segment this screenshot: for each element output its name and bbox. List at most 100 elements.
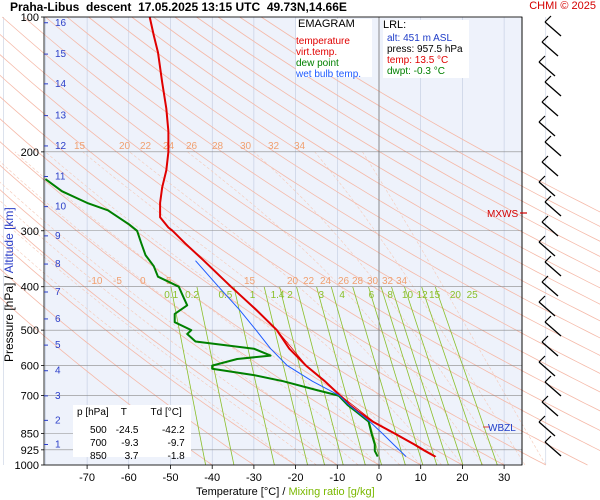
mixing-label-green: 1 xyxy=(250,290,256,301)
moist-adiabat xyxy=(129,151,463,466)
mixing-label-green: 0.1 xyxy=(164,290,178,301)
wind-barb xyxy=(544,435,552,443)
sounding-mode: descent xyxy=(86,0,132,14)
dry-adiabat xyxy=(0,33,600,431)
legend-title: EMAGRAM xyxy=(298,18,355,30)
station-name: Praha-Libus xyxy=(10,0,80,14)
mixing-label-green: 15 xyxy=(429,290,441,301)
y-tick-label: 100 xyxy=(21,12,39,24)
table-header-t: T xyxy=(120,407,127,418)
mixing-ratio-line xyxy=(380,286,438,466)
x-tick-label: 0 xyxy=(376,472,382,484)
dry-adiabat xyxy=(45,16,600,374)
station-coords: 49.73N,14.66E xyxy=(266,0,347,14)
wind-barb xyxy=(538,301,556,317)
dry-adiabat xyxy=(88,16,600,339)
dry-adiabat xyxy=(217,16,600,242)
mixing-label-mid: 28 xyxy=(352,276,364,287)
mixing-label-mid: 30 xyxy=(367,276,379,287)
mixing-label-green: 10 xyxy=(402,290,414,301)
wind-barb xyxy=(541,101,559,117)
y-tick-label: 400 xyxy=(21,282,39,294)
wind-barb xyxy=(541,95,549,103)
mixing-ratio-line xyxy=(263,286,308,466)
mixing-label-mid: 22 xyxy=(303,276,315,287)
wind-barb xyxy=(544,201,562,217)
mixing-label-mid: -5 xyxy=(113,276,122,287)
wind-barb xyxy=(541,41,559,57)
mixing-label-upper: 34 xyxy=(294,141,306,152)
x-axis-label-mixing: Mixing ratio [g/kg] xyxy=(288,486,375,498)
mixing-label-upper: 30 xyxy=(240,141,252,152)
altitude-tick-label: 7 xyxy=(55,287,61,298)
legend-item-virt-temp: virt.temp. xyxy=(296,47,338,58)
y-tick-label: 600 xyxy=(21,361,39,373)
y-axis-label: Pressure [hPa] / Altitude [km] xyxy=(2,207,16,362)
dry-adiabat xyxy=(23,16,600,393)
legend-item-temperature: temperature xyxy=(296,36,350,47)
mixing-label-mid: 32 xyxy=(382,276,394,287)
wind-barb xyxy=(541,275,549,283)
table-row: 850 3.7 -1.8 xyxy=(90,451,185,462)
altitude-tick-label: 6 xyxy=(55,314,61,325)
mixing-label-mid: 20 xyxy=(287,276,299,287)
y-tick-label: 300 xyxy=(21,226,39,238)
lrl-box: LRL: alt: 451 m ASL press: 957.5 hPa tem… xyxy=(383,20,469,78)
wind-barb xyxy=(544,15,552,23)
wind-barb xyxy=(541,35,549,43)
dry-adiabat xyxy=(66,16,600,356)
mixing-ratio-line xyxy=(404,286,464,466)
mixing-label-upper: 32 xyxy=(268,141,280,152)
wind-barb xyxy=(544,75,552,83)
dry-adiabat xyxy=(109,16,600,322)
mixing-ratio-line xyxy=(368,286,424,466)
x-axis-label-temperature: Temperature [°C] xyxy=(196,486,280,498)
mixing-label-green: 25 xyxy=(467,290,479,301)
mixing-ratio-line xyxy=(170,286,207,466)
lrl-temp: temp: 13.5 °C xyxy=(387,55,449,66)
table-row: 500 -24.5 -42.2 xyxy=(90,425,185,436)
table-row: 700 -9.3 -9.7 xyxy=(90,438,185,449)
wind-barb xyxy=(544,135,552,143)
altitude-tick-label: 11 xyxy=(55,171,66,182)
dry-adiabat xyxy=(131,16,600,305)
wbzl-marker: WBZL xyxy=(488,423,516,434)
altitude-tick-label: 2 xyxy=(55,415,61,426)
chart-header: Praha-Libus descent 17.05.2025 13:15 UTC… xyxy=(10,0,347,14)
x-axis-label: Temperature [°C] / Mixing ratio [g/kg] xyxy=(196,486,375,498)
mixing-ratio-line xyxy=(316,286,366,466)
mixing-ratio-line xyxy=(196,286,235,466)
altitude-tick-label: 10 xyxy=(55,202,67,213)
wind-barb xyxy=(538,421,556,437)
x-tick-label: -20 xyxy=(288,472,304,484)
legend-item-dew-point: dew point xyxy=(296,58,339,69)
altitude-tick-label: 9 xyxy=(55,231,61,242)
wind-barb xyxy=(544,141,562,157)
moist-adiabat xyxy=(0,161,380,466)
dry-adiabat xyxy=(174,16,600,273)
x-tick-label: -50 xyxy=(163,472,179,484)
dry-adiabat xyxy=(239,16,600,227)
y-tick-label: 925 xyxy=(21,445,39,457)
dry-adiabat xyxy=(0,74,588,466)
table-header-td: Td [°C] xyxy=(150,407,182,418)
lrl-dwpt: dwpt: -0.3 °C xyxy=(387,66,445,77)
wind-barb xyxy=(538,355,546,363)
chart-legend: EMAGRAM temperature virt.temp. dew point… xyxy=(296,18,372,80)
altitude-tick-label: 3 xyxy=(55,391,61,402)
level-table: p [hPa] T Td [°C] 500 -24.5 -42.2 700 -9… xyxy=(73,405,191,462)
chart-axes: 1002003004005006007008509251000123456789… xyxy=(15,12,523,484)
y-axis-label-pressure: Pressure [hPa] xyxy=(2,282,16,362)
mixing-label-green: 4 xyxy=(339,290,345,301)
mixing-label-mid: 24 xyxy=(320,276,332,287)
wind-barb xyxy=(538,235,546,243)
wind-barb xyxy=(538,241,556,257)
wind-barb xyxy=(538,415,546,423)
wind-barb xyxy=(541,161,559,177)
dry-adiabat xyxy=(196,16,600,257)
mixing-label-mid: 26 xyxy=(338,276,350,287)
wind-barbs xyxy=(521,15,562,465)
wind-barb xyxy=(538,181,556,197)
wind-barb xyxy=(538,121,556,137)
mixing-label-green: 1.4 xyxy=(271,290,285,301)
